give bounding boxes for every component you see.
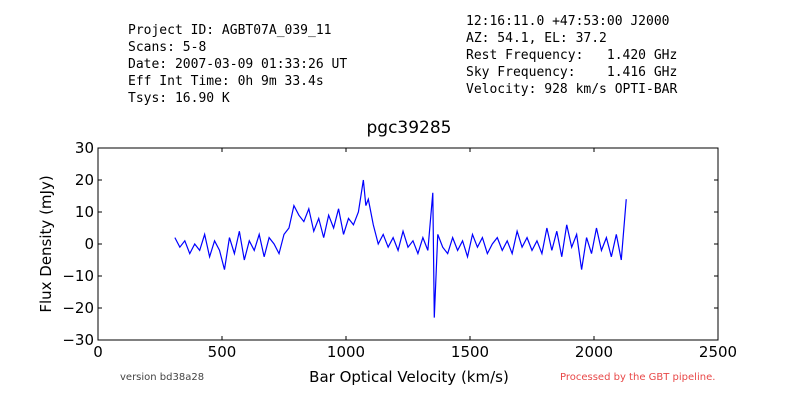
header-line: AZ: 54.1, EL: 37.2 [466,31,607,46]
x-tick-label: 0 [93,343,103,361]
header-left: Project ID: AGBT07A_039_11 Scans: 5-8 Date… [128,22,347,107]
x-tick-label: 2000 [575,343,613,361]
x-tick-label: 500 [208,343,237,361]
y-tick-label: −20 [62,299,94,317]
y-tick-label: 30 [75,139,94,157]
header-line: Sky Frequency: 1.416 GHz [466,65,678,80]
version: version bd38a28 [120,372,204,383]
y-tick-label: 20 [75,171,94,189]
y-tick-label: 10 [75,203,94,221]
x-tick-label: 1500 [451,343,489,361]
plot-frame [97,147,719,341]
y-tick-label: 0 [84,235,94,253]
x-tick-label: 2500 [699,343,737,361]
header-right: 12:16:11.0 +47:53:00 J2000 AZ: 54.1, EL: … [466,13,677,98]
x-tick-label: 1000 [327,343,365,361]
header-line: Rest Frequency: 1.420 GHz [466,48,678,63]
y-tick-label: −10 [62,267,94,285]
header-line: Tsys: 16.90 K [128,91,230,106]
header-line: Eff Int Time: 0h 9m 33.4s [128,74,324,89]
spectrum-line [174,179,627,318]
header-line: Project ID: AGBT07A_039_11 [128,23,332,38]
x-axis-label: Bar Optical Velocity (km/s) [309,368,509,386]
pipeline-note: Processed by the GBT pipeline. [560,372,715,383]
header-line: 12:16:11.0 +47:53:00 J2000 [466,14,670,29]
header-line: Velocity: 928 km/s OPTI-BAR [466,82,678,97]
header-line: Date: 2007-03-09 01:33:26 UT [128,57,348,72]
chart-title: pgc39285 [366,118,451,138]
y-axis-label: Flux Density (mJy) [37,175,55,312]
y-tick-label: −30 [62,331,94,349]
header-line: Scans: 5-8 [128,40,207,55]
